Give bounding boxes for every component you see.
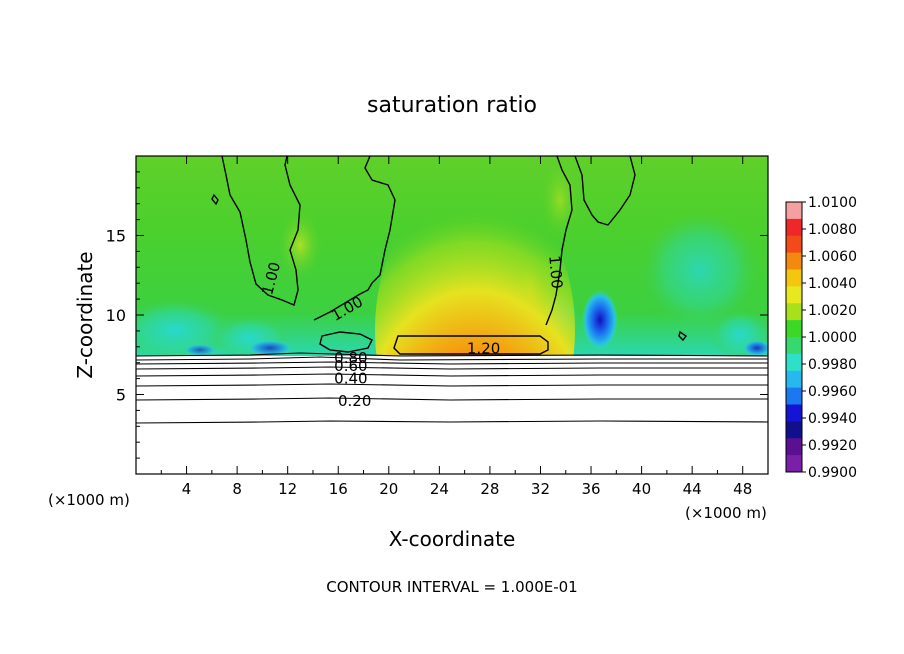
y-tick-label: 5	[116, 386, 126, 405]
colorbar: 1.0100 1.0080 1.0060 1.0040 1.0020 1.0000 0.99…	[785, 195, 857, 481]
contour-label: 0.20	[338, 392, 371, 410]
colorbar-label: 0.9940	[808, 411, 857, 427]
contour-label: 1.00	[545, 255, 566, 290]
colorbar-swatch	[786, 404, 802, 422]
x-tick-label: 44	[683, 480, 702, 498]
colorbar-swatch	[786, 455, 802, 473]
contour-interval-note: CONTOUR INTERVAL = 1.000E-01	[326, 578, 577, 596]
colorbar-label: 1.0100	[808, 195, 857, 211]
x-tick-label: 40	[632, 480, 651, 498]
colorbar-label: 1.0020	[808, 303, 857, 319]
x-tick-label: 8	[232, 480, 242, 498]
contour-label: 0.80	[334, 349, 367, 367]
colorbar-swatch	[786, 235, 802, 254]
colorbar-swatch	[786, 353, 802, 372]
colorbar-swatch	[786, 202, 802, 220]
colorbar-swatch	[786, 252, 802, 270]
colorbar-label: 0.9920	[808, 438, 857, 454]
colorbar-swatch	[786, 269, 802, 287]
colorbar-swatch	[786, 303, 802, 321]
x-tick-label: 24	[430, 480, 449, 498]
x-tick-label: 28	[480, 480, 499, 498]
colorbar-label: 1.0060	[808, 249, 857, 265]
colorbar-label: 0.9900	[808, 465, 857, 481]
chart-title: saturation ratio	[367, 93, 537, 118]
y-tick-label: 15	[106, 227, 126, 246]
x-units-left: (×1000 m)	[48, 491, 130, 509]
colorbar-label: 0.9980	[808, 357, 857, 373]
x-tick-label: 20	[379, 480, 398, 498]
y-tick-label: 10	[106, 306, 126, 325]
colorbar-swatch	[786, 421, 802, 439]
x-units-right: (×1000 m)	[685, 504, 767, 522]
x-tick-label: 16	[329, 480, 348, 498]
colorbar-swatch	[786, 320, 802, 338]
contour-label: 0.60	[334, 357, 367, 375]
colorbar-label: 1.0000	[808, 330, 857, 346]
colorbar-swatch	[786, 370, 802, 389]
x-axis: 4 8 12 16 20 24 28 32 36 40 44 48	[160, 156, 752, 498]
colorbar-swatch	[786, 286, 802, 304]
colorbar-swatch	[786, 218, 802, 237]
colorbar-swatch	[786, 387, 802, 405]
x-tick-label: 48	[733, 480, 752, 498]
contour-label: 1.20	[467, 339, 500, 357]
colorbar-swatch	[786, 337, 802, 355]
colorbar-swatch	[786, 438, 802, 456]
colorbar-label: 1.0080	[808, 222, 857, 238]
colorbar-label: 1.0040	[808, 276, 857, 292]
x-tick-label: 4	[182, 480, 192, 498]
y-axis: 5 10 15	[106, 171, 768, 459]
colorbar-label: 0.9960	[808, 384, 857, 400]
y-axis-label: Z-coordinate	[73, 251, 97, 378]
contour-label: 0.40	[334, 370, 367, 388]
x-tick-label: 12	[278, 480, 297, 498]
plot-area	[136, 156, 768, 474]
x-tick-label: 36	[581, 480, 600, 498]
x-axis-label: X-coordinate	[389, 527, 516, 551]
x-tick-label: 32	[531, 480, 550, 498]
